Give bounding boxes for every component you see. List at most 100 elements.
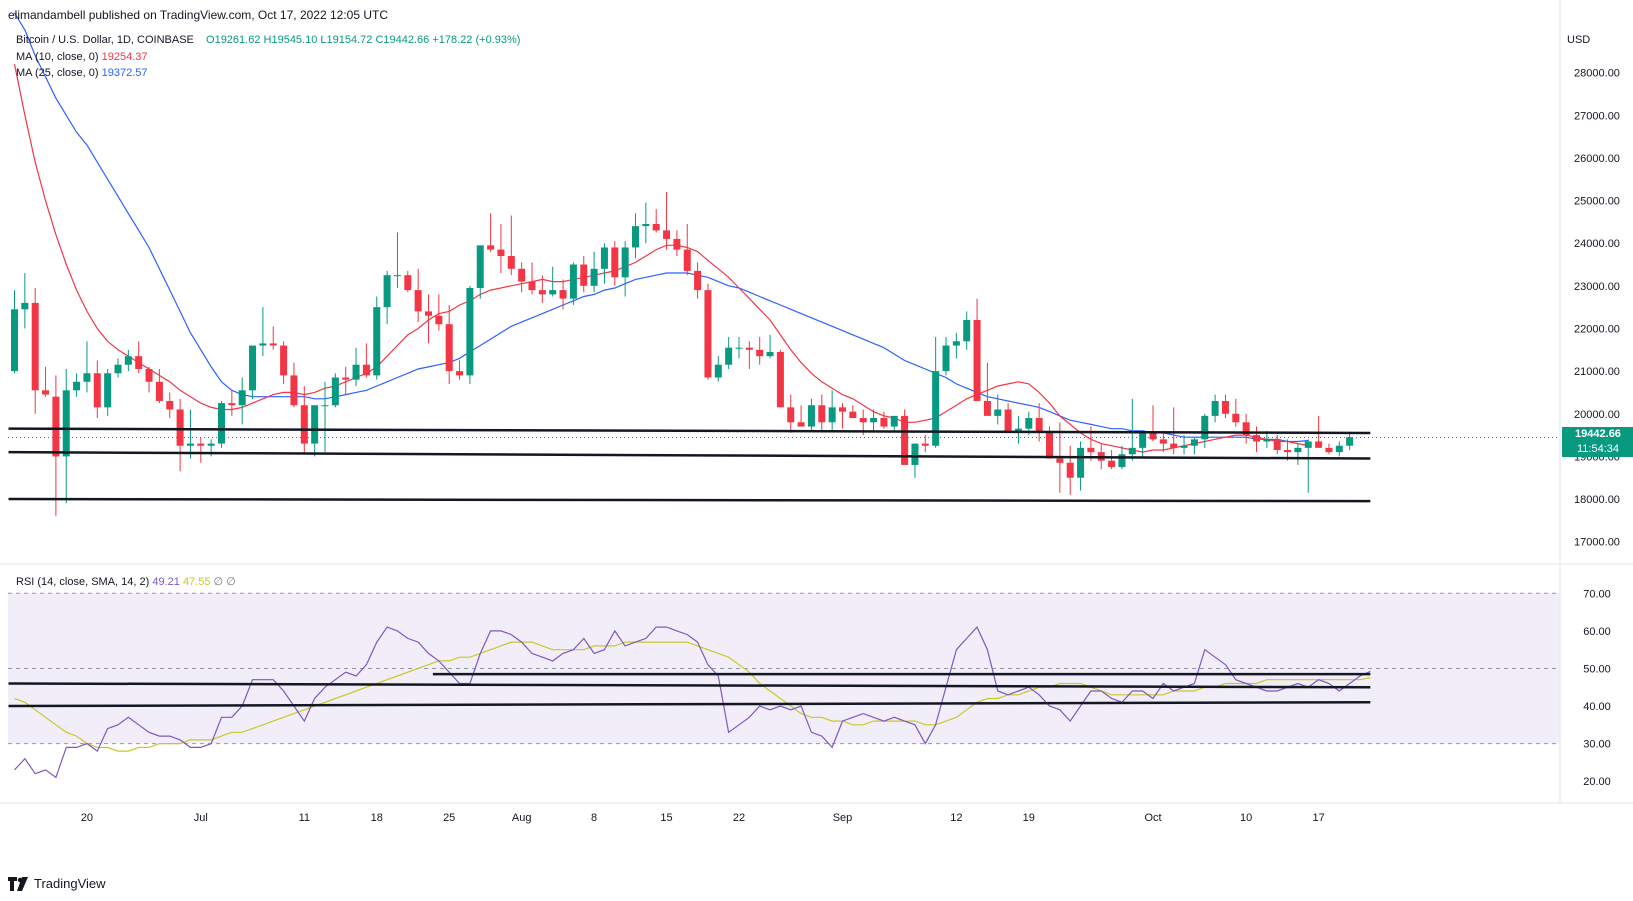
currency-label[interactable]: USD [1567, 34, 1591, 46]
candle[interactable] [611, 241, 619, 286]
candle[interactable] [435, 294, 443, 331]
candle[interactable] [414, 268, 422, 323]
candle[interactable] [186, 409, 194, 459]
candle[interactable] [580, 255, 588, 293]
ma10-legend[interactable]: MA (10, close, 0) 19254.37 [16, 51, 148, 63]
candle[interactable] [114, 358, 122, 378]
candle[interactable] [300, 386, 308, 455]
candle[interactable] [456, 360, 464, 380]
candle[interactable] [259, 307, 267, 357]
candle[interactable] [632, 213, 639, 259]
candle[interactable] [269, 326, 277, 350]
candle[interactable] [476, 245, 484, 299]
candle[interactable] [1190, 437, 1198, 455]
support-line[interactable] [8, 497, 1371, 503]
candle[interactable] [901, 409, 909, 465]
candle[interactable] [807, 398, 815, 431]
time-axis[interactable]: 20 Jul 11 18 25 Aug 8 15 22 Sep 12 19 Oct 10 17 [81, 812, 1325, 824]
candle[interactable] [238, 377, 246, 425]
candle[interactable] [1211, 394, 1219, 423]
candle[interactable] [362, 343, 370, 378]
candle[interactable] [1159, 430, 1167, 453]
candle[interactable] [321, 381, 329, 453]
candle[interactable] [1253, 426, 1260, 453]
candle[interactable] [497, 224, 505, 274]
candle[interactable] [249, 345, 257, 399]
candle[interactable] [62, 368, 70, 504]
candle[interactable] [983, 362, 991, 416]
candle[interactable] [176, 398, 184, 472]
ma25-legend[interactable]: MA (25, close, 0) 19372.57 [16, 67, 148, 79]
trend-lines[interactable] [8, 427, 1560, 503]
candle[interactable] [1149, 405, 1157, 442]
candle[interactable] [1014, 415, 1022, 444]
candle[interactable] [559, 279, 567, 310]
candle[interactable] [994, 394, 1002, 425]
candle[interactable] [828, 390, 836, 431]
candle[interactable] [331, 373, 339, 408]
rsi-trend-line[interactable] [8, 701, 1371, 708]
candle[interactable] [466, 285, 474, 384]
candle[interactable] [849, 405, 857, 419]
candle[interactable] [787, 394, 795, 433]
candle[interactable] [1273, 435, 1281, 455]
candle[interactable] [311, 405, 319, 457]
candle[interactable] [445, 305, 453, 384]
candle[interactable] [963, 311, 971, 350]
candle[interactable] [694, 262, 702, 299]
candle[interactable] [714, 356, 722, 382]
candle[interactable] [911, 443, 919, 478]
rsi-legend[interactable]: RSI (14, close, SMA, 14, 2) 49.21 47.55 … [16, 575, 236, 588]
candle[interactable] [1066, 445, 1074, 495]
candle[interactable] [528, 262, 536, 295]
candle[interactable] [166, 392, 174, 419]
candle[interactable] [425, 294, 432, 344]
candle[interactable] [1201, 413, 1209, 448]
candle[interactable] [1180, 435, 1188, 455]
candle[interactable] [31, 287, 39, 414]
candle[interactable] [93, 360, 101, 419]
candle[interactable] [756, 337, 764, 365]
candle[interactable] [352, 347, 360, 387]
candle[interactable] [745, 341, 753, 369]
candle[interactable] [11, 290, 18, 374]
candle[interactable] [1108, 450, 1116, 470]
candle[interactable] [590, 251, 598, 293]
candle[interactable] [870, 409, 878, 431]
candle[interactable] [373, 296, 381, 380]
candle[interactable] [1035, 403, 1043, 442]
candle[interactable] [932, 337, 940, 448]
candle[interactable] [797, 405, 805, 427]
candle[interactable] [518, 262, 526, 293]
candle[interactable] [383, 270, 391, 325]
candle[interactable] [818, 394, 826, 431]
candle[interactable] [1232, 398, 1240, 427]
candle[interactable] [42, 366, 50, 397]
candle[interactable] [549, 266, 557, 297]
candle[interactable] [135, 341, 143, 374]
candle[interactable] [280, 341, 288, 384]
candle[interactable] [290, 362, 298, 408]
candle[interactable] [673, 230, 681, 256]
candle[interactable] [104, 368, 112, 416]
tradingview-logo[interactable]: TradingView [8, 876, 106, 891]
candle[interactable] [1325, 443, 1333, 455]
candle[interactable] [1004, 403, 1012, 431]
support-line[interactable] [8, 450, 1371, 460]
candle[interactable] [569, 262, 577, 306]
candle[interactable] [83, 341, 91, 393]
candle[interactable] [1346, 433, 1354, 451]
candle[interactable] [776, 349, 784, 408]
candle[interactable] [393, 232, 401, 288]
candle[interactable] [404, 270, 412, 293]
candle[interactable] [652, 209, 660, 233]
candle[interactable] [921, 435, 929, 453]
price-axis[interactable]: 17000.0018000.0019000.0020000.0021000.00… [1574, 68, 1620, 789]
candle[interactable] [1242, 413, 1250, 444]
candle[interactable] [952, 332, 960, 359]
candle[interactable] [1077, 441, 1085, 491]
candle[interactable] [683, 224, 691, 276]
candle[interactable] [839, 403, 846, 429]
candle[interactable] [1128, 398, 1136, 461]
